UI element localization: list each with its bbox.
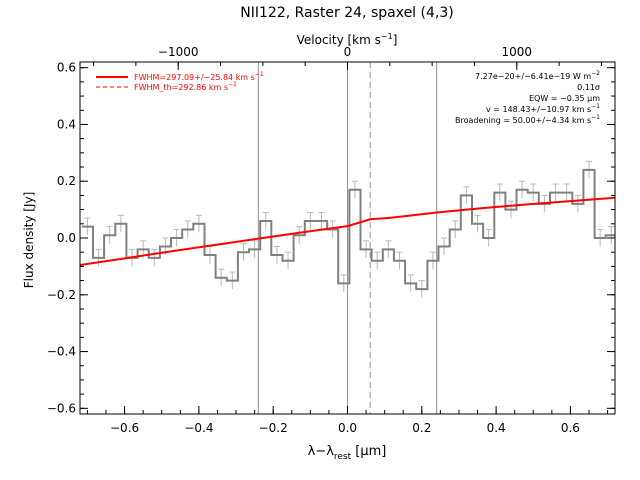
y-axis-ticks: −0.6 −0.4 −0.2 0.0 0.2 0.4 0.6: [47, 61, 615, 415]
velocity-tick-label-0: −1000: [158, 45, 199, 59]
x-tick-label-5: 0.4: [487, 421, 506, 435]
fit-annotations: 7.27e−20+/−6.41e−19 W m−2 0.11σ EQW = −0.3…: [455, 70, 600, 125]
x-tick-label-3: 0.0: [338, 421, 357, 435]
y-tick-label-5: 0.4: [57, 117, 76, 131]
y-tick-label-4: 0.2: [57, 174, 76, 188]
fit-series: [79, 196, 616, 266]
x-tick-label-6: 0.6: [561, 421, 580, 435]
velocity-axis-ticks: −1000 0 1000: [93, 45, 602, 70]
annotation-line-2: EQW = −0.35 μm: [529, 94, 600, 103]
vertical-marker-lines: [257, 62, 438, 414]
spectrum-series: [81, 168, 615, 291]
legend-entry-0: FWHM=297.09+/−25.84 km s−1: [134, 71, 264, 82]
x-tick-label-0: −0.6: [110, 421, 139, 435]
legend-entry-1: FWHM_th=292.86 km s−1: [134, 81, 237, 92]
x-axis-label: λ−λrest [μm]: [308, 444, 387, 462]
y-tick-label-2: −0.2: [47, 288, 76, 302]
annotation-line-3: v = 148.43+/−10.97 km s−1: [486, 103, 600, 114]
x-tick-label-2: −0.2: [259, 421, 288, 435]
x-tick-label-4: 0.2: [412, 421, 431, 435]
x-axis-ticks: −0.6 −0.4 −0.2 0.0 0.2 0.4 0.6: [86, 406, 609, 435]
y-axis-label: Flux density [Jy]: [22, 192, 36, 289]
y-tick-label-6: 0.6: [57, 61, 76, 75]
y-tick-label-1: −0.4: [47, 345, 76, 359]
y-tick-label-0: −0.6: [47, 401, 76, 415]
spectrum-histogram-line: [81, 168, 615, 291]
annotation-line-4: Broadening = 50.00+/−4.34 km s−1: [455, 114, 600, 125]
velocity-tick-label-1: 0: [344, 45, 352, 59]
velocity-tick-label-2: 1000: [502, 45, 533, 59]
top-axis-label: Velocity [km s−1]: [297, 32, 398, 47]
legend: FWHM=297.09+/−25.84 km s−1FWHM_th=292.86…: [96, 71, 264, 92]
chart-title: NII122, Raster 24, spaxel (4,3): [240, 5, 453, 21]
annotation-line-0: 7.27e−20+/−6.41e−19 W m−2: [475, 70, 600, 81]
fit-curve: [79, 196, 616, 266]
x-tick-label-1: −0.4: [184, 421, 213, 435]
y-tick-label-3: 0.0: [57, 231, 76, 245]
annotation-line-1: 0.11σ: [577, 83, 600, 92]
